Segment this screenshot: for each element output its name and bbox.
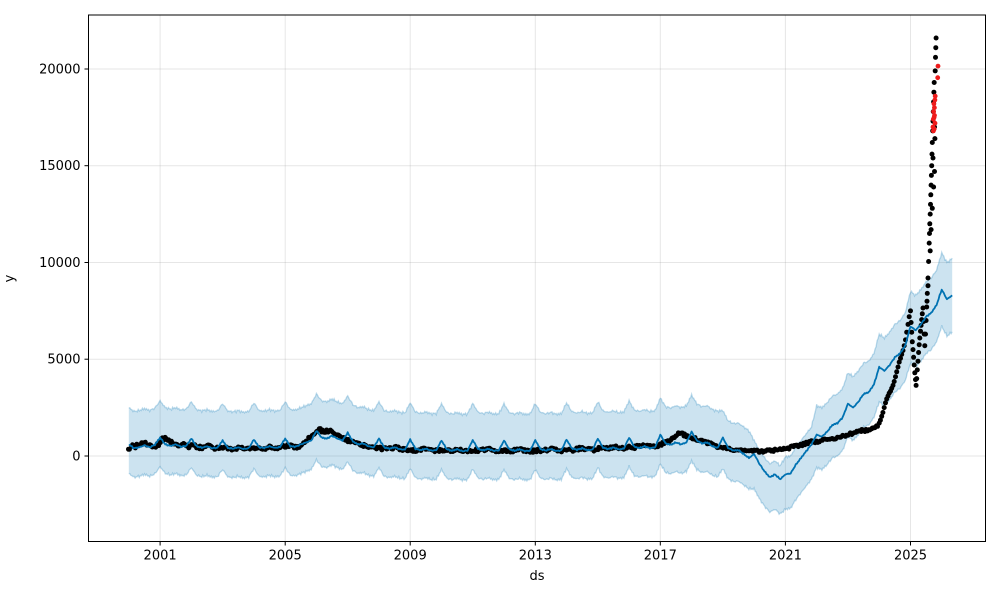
x-axis-label: ds bbox=[529, 569, 545, 584]
svg-text:0: 0 bbox=[72, 450, 80, 465]
svg-text:2017: 2017 bbox=[644, 549, 677, 564]
svg-text:2009: 2009 bbox=[394, 549, 427, 564]
svg-text:2005: 2005 bbox=[269, 549, 302, 564]
svg-text:2021: 2021 bbox=[769, 549, 802, 564]
svg-text:2001: 2001 bbox=[144, 549, 177, 564]
svg-text:15000: 15000 bbox=[39, 159, 80, 174]
y-axis-label: y bbox=[2, 274, 18, 283]
svg-text:5000: 5000 bbox=[47, 353, 80, 368]
svg-text:2025: 2025 bbox=[894, 549, 927, 564]
svg-text:2013: 2013 bbox=[519, 549, 552, 564]
svg-text:20000: 20000 bbox=[39, 63, 80, 78]
svg-text:10000: 10000 bbox=[39, 256, 80, 271]
